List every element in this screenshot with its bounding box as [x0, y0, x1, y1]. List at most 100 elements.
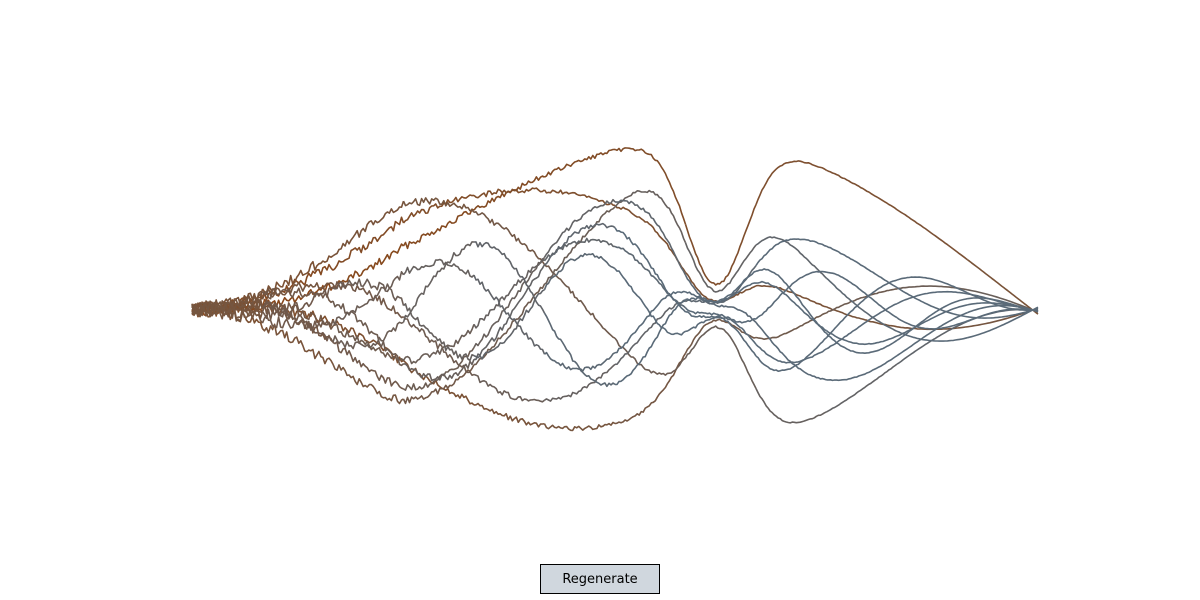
strand-6-segment [261, 281, 334, 300]
strand-6-segment [614, 299, 686, 366]
strand-11-segment [543, 312, 616, 388]
strand-10-segment [685, 282, 756, 304]
strand-4-segment [684, 325, 757, 389]
strand-9-segment [403, 359, 475, 382]
strand-1-segment [967, 259, 1039, 315]
strand-11-segment [967, 297, 1039, 312]
strand-8-segment [402, 324, 475, 365]
strand-4-segment [402, 197, 475, 213]
strand-8-segment [684, 307, 757, 345]
strand-11-segment [332, 321, 404, 350]
strand-11-segment [685, 270, 757, 303]
strand-6-segment [473, 373, 545, 403]
strand-1-segment [332, 243, 405, 290]
strand-6-segment [402, 316, 475, 377]
strand-9-segment [755, 337, 827, 373]
strand-2-segment [614, 204, 687, 273]
strands-group [191, 147, 1039, 432]
strand-7-segment [826, 355, 898, 382]
strand-9-segment [896, 276, 968, 294]
strand-10-segment [825, 329, 898, 346]
strand-11-segment [473, 241, 546, 314]
strand-9-segment [825, 279, 898, 339]
strand-12-segment [685, 316, 757, 333]
strand-2-segment [473, 187, 545, 199]
strand-1-segment [544, 148, 616, 178]
strand-8-segment [755, 343, 827, 364]
strand-12-segment [614, 268, 686, 336]
strand-12-segment [896, 316, 968, 330]
strand-12-segment [826, 271, 898, 319]
strand-11-segment [402, 241, 475, 323]
strand-1-segment [755, 160, 827, 205]
strand-1-segment [402, 208, 475, 250]
strand-12-segment [967, 308, 1039, 322]
strand-10-segment [896, 304, 968, 337]
strand-3-segment [614, 352, 687, 425]
strand-11-segment [614, 298, 687, 386]
strand-7-segment [543, 198, 616, 258]
strand-1-segment [826, 169, 898, 211]
strand-8-segment [473, 258, 546, 329]
strand-11-segment [191, 297, 264, 315]
strand-12-segment [261, 286, 334, 321]
strand-10-segment [261, 314, 334, 331]
strand-11-segment [825, 332, 898, 355]
strand-11-segment [755, 268, 827, 334]
strand-5-segment [473, 283, 546, 366]
strand-6-segment [896, 286, 968, 318]
strand-2-segment [543, 189, 616, 207]
strand-3-segment [967, 289, 1039, 313]
strand-7-segment [332, 340, 404, 390]
strand-5-segment [544, 206, 616, 285]
strand-7-segment [473, 256, 546, 348]
strand-9-segment [544, 222, 616, 266]
strand-3-segment [473, 402, 545, 428]
strand-4-segment [614, 337, 686, 376]
strand-6-segment [826, 245, 898, 289]
strand-10-segment [473, 274, 546, 355]
strand-5-segment [402, 364, 475, 405]
strand-11-segment [261, 301, 334, 343]
strand-5-segment [332, 363, 404, 405]
strand-12-segment [332, 278, 405, 306]
strand-5-segment [614, 189, 687, 244]
strand-12-segment [191, 305, 264, 323]
strand-3-segment [684, 318, 757, 354]
strand-5-segment [896, 330, 968, 342]
strand-4-segment [473, 211, 546, 265]
strand-6-segment [967, 307, 1039, 319]
strand-11-segment [896, 297, 968, 341]
strand-1-segment [261, 282, 334, 309]
strand-12-segment [402, 303, 475, 362]
strand-7-segment [614, 199, 687, 276]
strand-5-segment [826, 277, 898, 333]
strand-5-segment [261, 323, 334, 365]
strand-2-segment [755, 284, 827, 308]
strand-3-segment [543, 421, 616, 432]
strand-12-segment [473, 289, 545, 360]
strand-12-segment [543, 252, 616, 291]
strand-5-segment [684, 242, 757, 293]
strand-9-segment [332, 300, 404, 367]
strand-1-segment [684, 204, 757, 286]
strand-6-segment [755, 238, 827, 267]
strand-5-segment [755, 236, 828, 279]
strand-10-segment [402, 258, 475, 278]
strand-8-segment [896, 290, 968, 305]
strand-2-segment [332, 216, 405, 271]
strand-8-segment [543, 237, 616, 262]
strand-4-segment [826, 363, 898, 413]
regenerate-button[interactable]: Regenerate [540, 564, 660, 594]
strand-4-segment [755, 388, 827, 424]
strand-5-segment [967, 306, 1039, 339]
strand-3-segment [825, 288, 898, 314]
strand-4-segment [332, 200, 405, 257]
strand-4-segment [261, 255, 334, 295]
strand-9-segment [614, 227, 687, 313]
strand-1-segment [896, 209, 968, 261]
strand-10-segment [332, 270, 405, 326]
strand-7-segment [684, 274, 757, 323]
strand-12-segment [755, 270, 827, 320]
